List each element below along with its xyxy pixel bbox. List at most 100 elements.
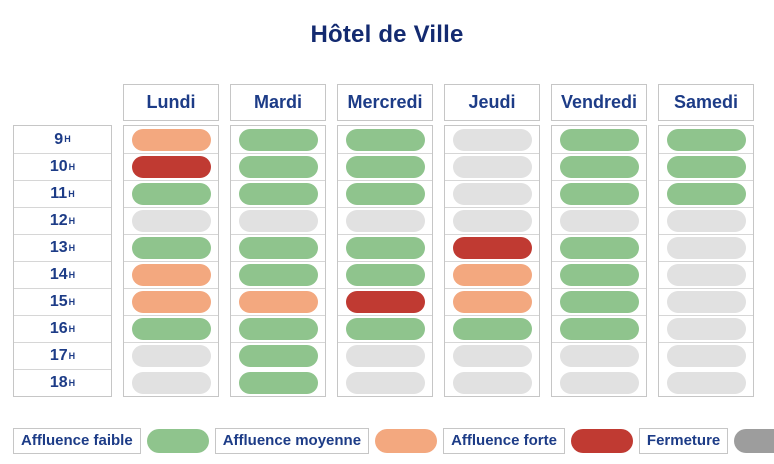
legend-label-forte: Affluence forte — [443, 428, 565, 454]
hour-label-15h: 15 H — [14, 288, 111, 315]
pill-faible — [345, 128, 425, 151]
pill-fermeture — [559, 371, 639, 394]
cell-lundi-16h — [124, 315, 218, 342]
cell-samedi-9h — [659, 126, 753, 153]
day-header-samedi: Samedi — [658, 84, 754, 121]
pill-faible — [345, 318, 425, 340]
day-column-mercredi: Mercredi — [337, 84, 433, 397]
cell-samedi-11h — [659, 180, 753, 207]
pill-fermeture — [666, 291, 746, 313]
day-body-mardi — [230, 125, 326, 397]
cell-mercredi-17h — [338, 342, 432, 369]
pill-faible — [238, 183, 318, 205]
legend-swatch-moyenne — [375, 429, 438, 453]
cell-mercredi-15h — [338, 288, 432, 315]
cell-vendredi-12h — [552, 207, 646, 234]
cell-lundi-18h — [124, 369, 218, 396]
pill-faible — [452, 318, 532, 340]
pill-faible — [559, 264, 639, 286]
day-body-mercredi — [337, 125, 433, 397]
cell-lundi-9h — [124, 126, 218, 153]
hour-label-13h: 13 H — [14, 234, 111, 261]
cell-samedi-14h — [659, 261, 753, 288]
day-column-samedi: Samedi — [658, 84, 754, 397]
day-column-lundi: Lundi — [123, 84, 219, 397]
pill-faible — [238, 237, 318, 259]
pill-fermeture — [131, 210, 211, 232]
pill-faible — [559, 156, 639, 178]
cell-jeudi-17h — [445, 342, 539, 369]
pill-faible — [559, 291, 639, 313]
hours-column: 9 H 10 H 11 H 12 H 13 H 14 H 15 H 16 H 17 H 18 H — [13, 125, 112, 397]
day-header-vendredi: Vendredi — [551, 84, 647, 121]
cell-vendredi-15h — [552, 288, 646, 315]
pill-forte — [452, 237, 532, 259]
pill-fermeture — [131, 371, 211, 394]
cell-jeudi-12h — [445, 207, 539, 234]
pill-fermeture — [452, 183, 532, 205]
cell-lundi-12h — [124, 207, 218, 234]
pill-faible — [238, 345, 318, 367]
pill-faible — [131, 183, 211, 205]
cell-samedi-15h — [659, 288, 753, 315]
cell-jeudi-18h — [445, 369, 539, 396]
cell-vendredi-13h — [552, 234, 646, 261]
cell-lundi-11h — [124, 180, 218, 207]
pill-moyenne — [131, 264, 211, 286]
pill-faible — [131, 318, 211, 340]
hour-label-18h: 18 H — [14, 369, 111, 396]
cell-mardi-12h — [231, 207, 325, 234]
pill-faible — [345, 264, 425, 286]
day-header-mardi: Mardi — [230, 84, 326, 121]
cell-mercredi-13h — [338, 234, 432, 261]
day-column-vendredi: Vendredi — [551, 84, 647, 397]
cell-mardi-10h — [231, 153, 325, 180]
cell-mercredi-11h — [338, 180, 432, 207]
day-column-mardi: Mardi — [230, 84, 326, 397]
cell-lundi-17h — [124, 342, 218, 369]
day-body-lundi — [123, 125, 219, 397]
pill-fermeture — [345, 345, 425, 367]
pill-faible — [559, 183, 639, 205]
day-body-vendredi — [551, 125, 647, 397]
day-body-samedi — [658, 125, 754, 397]
pill-faible — [559, 318, 639, 340]
pill-faible — [559, 237, 639, 259]
cell-vendredi-10h — [552, 153, 646, 180]
cell-vendredi-18h — [552, 369, 646, 396]
page-title: Hôtel de Ville — [310, 21, 464, 48]
cell-mardi-18h — [231, 369, 325, 396]
cell-mercredi-16h — [338, 315, 432, 342]
pill-fermeture — [666, 264, 746, 286]
cell-mercredi-9h — [338, 126, 432, 153]
pill-forte — [131, 156, 211, 178]
cell-vendredi-17h — [552, 342, 646, 369]
legend-swatch-forte — [570, 429, 633, 453]
legend-swatch-fermeture — [734, 429, 774, 453]
pill-faible — [666, 128, 746, 151]
pill-moyenne — [131, 291, 211, 313]
pill-fermeture — [666, 237, 746, 259]
cell-mardi-15h — [231, 288, 325, 315]
cell-mercredi-12h — [338, 207, 432, 234]
pill-fermeture — [452, 210, 532, 232]
pill-faible — [238, 156, 318, 178]
hour-label-11h: 11 H — [14, 180, 111, 207]
pill-faible — [666, 183, 746, 205]
pill-moyenne — [131, 128, 211, 151]
cell-samedi-17h — [659, 342, 753, 369]
day-body-jeudi — [444, 125, 540, 397]
cell-samedi-10h — [659, 153, 753, 180]
cell-samedi-16h — [659, 315, 753, 342]
cell-jeudi-16h — [445, 315, 539, 342]
pill-faible — [238, 264, 318, 286]
legend-swatch-faible — [146, 429, 209, 453]
pill-moyenne — [452, 264, 532, 286]
cell-mardi-17h — [231, 342, 325, 369]
pill-fermeture — [452, 371, 532, 394]
cell-samedi-18h — [659, 369, 753, 396]
pill-faible — [238, 128, 318, 151]
hour-label-16h: 16 H — [14, 315, 111, 342]
cell-lundi-10h — [124, 153, 218, 180]
